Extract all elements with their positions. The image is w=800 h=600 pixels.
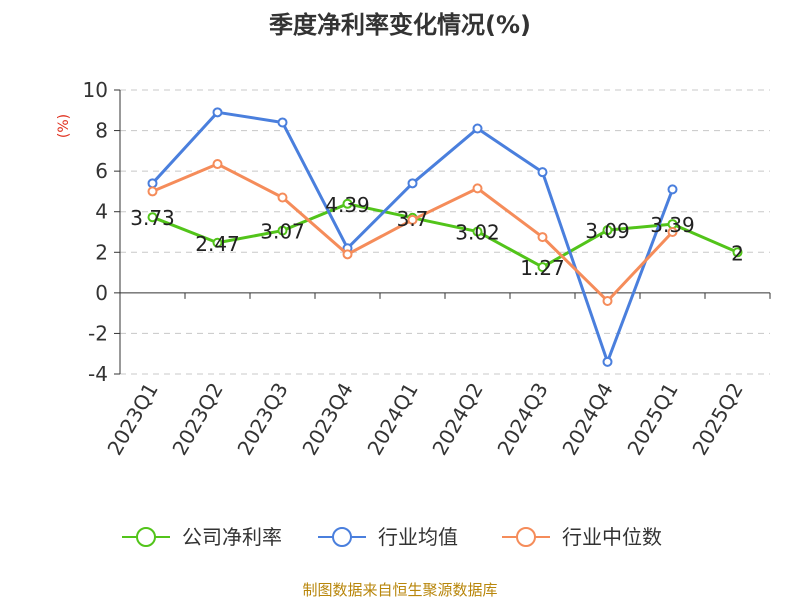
y-tick-label: 6 bbox=[95, 159, 108, 183]
legend-item-0[interactable]: 公司净利率 bbox=[122, 525, 282, 549]
data-label: 2.47 bbox=[195, 232, 240, 256]
data-point bbox=[602, 225, 613, 236]
x-tick-label: 2024Q3 bbox=[492, 379, 552, 460]
x-tick-label: 2024Q2 bbox=[427, 379, 487, 460]
chart-title: 季度净利率变化情况(%) bbox=[269, 11, 531, 39]
x-tick-label: 2023Q2 bbox=[167, 379, 227, 460]
grid bbox=[120, 89, 770, 375]
legend-label: 行业均值 bbox=[378, 525, 458, 549]
data-point bbox=[407, 214, 418, 225]
x-tick-label: 2023Q3 bbox=[232, 379, 292, 460]
source-note: 制图数据来自恒生聚源数据库 bbox=[302, 581, 497, 599]
data-label: 1.27 bbox=[520, 256, 565, 280]
y-tick-label: 10 bbox=[83, 78, 108, 102]
data-point bbox=[602, 295, 613, 306]
data-label: 3.02 bbox=[455, 221, 500, 245]
x-tick-label: 2025Q1 bbox=[622, 379, 682, 460]
data-point bbox=[667, 184, 678, 195]
x-tick-label: 2024Q1 bbox=[362, 379, 422, 460]
data-point bbox=[537, 262, 548, 273]
y-axis-label: (%) bbox=[56, 114, 72, 138]
y-tick-label: 0 bbox=[95, 281, 108, 305]
data-label: 4.39 bbox=[325, 193, 370, 217]
data-point bbox=[472, 183, 483, 194]
legend-item-1[interactable]: 行业均值 bbox=[318, 525, 458, 549]
legend-item-2[interactable]: 行业中位数 bbox=[502, 525, 662, 549]
series-line-0 bbox=[151, 202, 739, 269]
data-label: 3.7 bbox=[397, 207, 429, 231]
data-point bbox=[732, 247, 743, 258]
data-point bbox=[602, 356, 613, 367]
data-label: 3.07 bbox=[260, 220, 305, 244]
legend-marker bbox=[332, 527, 352, 547]
data-point bbox=[212, 237, 223, 248]
data-point bbox=[537, 167, 548, 178]
data-point bbox=[147, 212, 158, 223]
data-point bbox=[407, 178, 418, 189]
data-point bbox=[472, 123, 483, 134]
x-tick-label: 2024Q4 bbox=[557, 379, 617, 460]
data-point bbox=[667, 227, 678, 237]
data-point bbox=[147, 178, 158, 189]
data-point bbox=[212, 159, 223, 170]
x-tick-label: 2025Q2 bbox=[687, 379, 747, 460]
data-point bbox=[472, 226, 483, 237]
data-point bbox=[212, 107, 223, 118]
data-point bbox=[277, 117, 288, 128]
data-labels: 3.73 2.47 3.07 4.39 3.7 3.02 1.27 3.09 3.39 2 bbox=[130, 193, 744, 280]
legend[interactable]: 公司净利率 行业均值 行业中位数 bbox=[122, 525, 662, 549]
x-tick-label: 2023Q1 bbox=[102, 379, 162, 460]
data-point bbox=[147, 186, 158, 197]
y-tick-label: 8 bbox=[95, 119, 108, 143]
y-tick-label: -2 bbox=[88, 321, 108, 345]
x-tick-label: 2023Q4 bbox=[297, 379, 357, 460]
data-point bbox=[277, 225, 288, 236]
y-tick-label: -4 bbox=[88, 362, 108, 386]
legend-marker bbox=[516, 527, 536, 547]
legend-label: 行业中位数 bbox=[562, 525, 662, 549]
data-label: 3.39 bbox=[650, 213, 695, 237]
data-label: 3.73 bbox=[130, 206, 175, 230]
data-point bbox=[277, 192, 288, 203]
series bbox=[147, 107, 743, 367]
legend-marker bbox=[136, 527, 156, 547]
data-point bbox=[342, 198, 353, 209]
y-tick-label: 4 bbox=[95, 200, 108, 224]
y-tick-label: 2 bbox=[95, 240, 108, 264]
data-point bbox=[342, 249, 353, 260]
data-label: 3.09 bbox=[585, 219, 630, 243]
legend-label: 公司净利率 bbox=[182, 525, 282, 549]
data-label: 2 bbox=[731, 241, 744, 265]
data-point bbox=[537, 232, 548, 243]
